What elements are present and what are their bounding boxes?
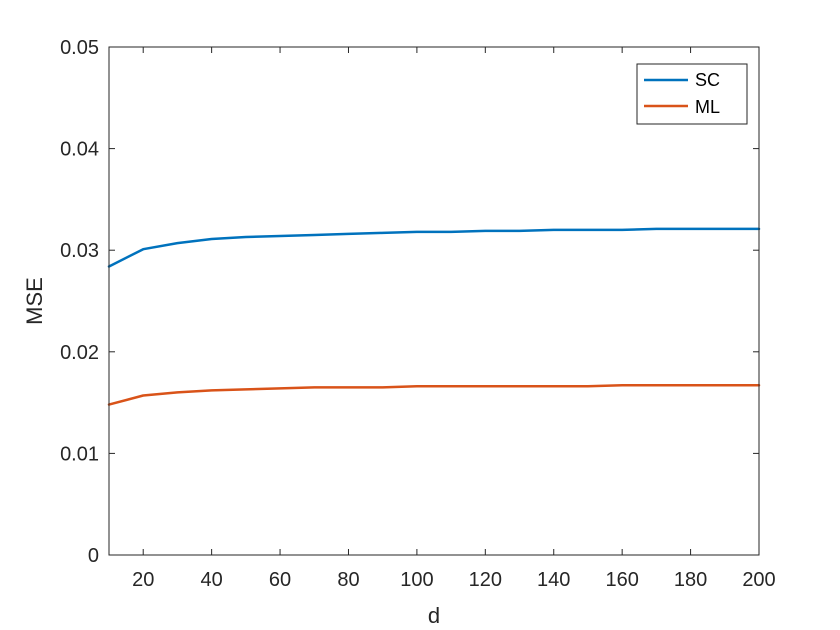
x-axis-label: d [428, 603, 440, 628]
y-tick-label: 0 [88, 545, 99, 567]
y-axis-label: MSE [22, 277, 47, 325]
x-tick-label: 60 [269, 569, 291, 591]
series-line-sc [107, 227, 761, 268]
x-tick-label: 160 [605, 569, 638, 591]
axes-layer [108, 46, 760, 556]
x-tick-label: 180 [674, 569, 707, 591]
y-tick-label: 0.01 [60, 443, 99, 465]
x-tick-label: 120 [469, 569, 502, 591]
x-tick-label: 140 [537, 569, 570, 591]
axes-frame [108, 46, 760, 556]
legend-label-sc: SC [695, 70, 720, 90]
y-tick-label: 0.04 [60, 139, 99, 161]
y-tick-label: 0.02 [60, 342, 99, 364]
x-tick-label: 100 [400, 569, 433, 591]
legend-box [636, 63, 748, 125]
y-tick-label: 0.03 [60, 240, 99, 262]
x-tick-label: 40 [201, 569, 223, 591]
y-tick-label: 0.05 [60, 37, 99, 59]
legend-label-ml: ML [695, 97, 720, 117]
ticks-layer: 20 40 60 80 100 120 140 160 180 200 0 0.01 0.02 0.03 0… [60, 37, 776, 591]
legend: SC ML [636, 63, 748, 125]
x-tick-label: 200 [742, 569, 775, 591]
series-line-ml [107, 384, 761, 406]
x-tick-label: 80 [337, 569, 359, 591]
plot-area [109, 47, 759, 555]
x-tick-label: 20 [132, 569, 154, 591]
series-layer [107, 227, 761, 406]
